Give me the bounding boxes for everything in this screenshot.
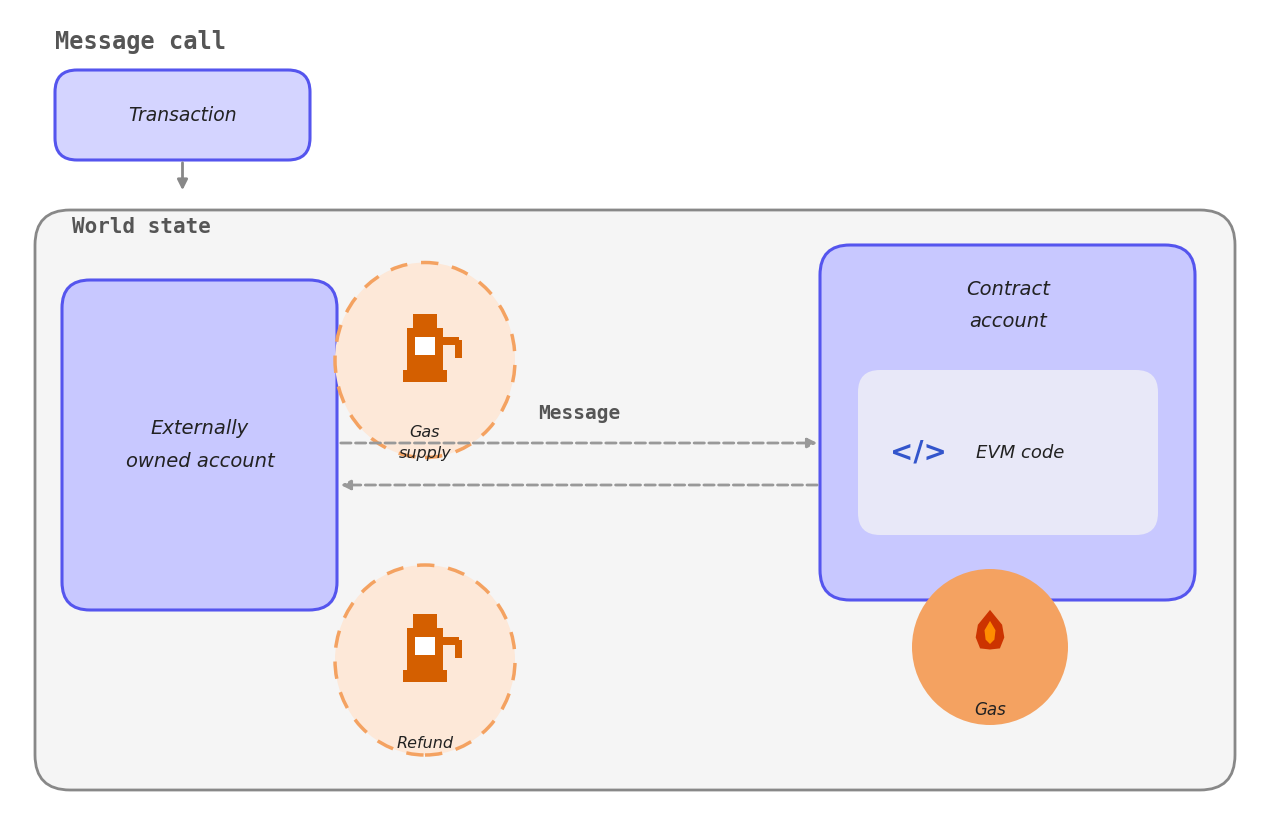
FancyBboxPatch shape <box>61 280 337 610</box>
FancyBboxPatch shape <box>415 637 435 655</box>
Text: </>: </> <box>890 438 946 466</box>
FancyBboxPatch shape <box>443 637 460 645</box>
FancyBboxPatch shape <box>403 670 447 682</box>
FancyBboxPatch shape <box>454 640 462 658</box>
Text: Transaction: Transaction <box>128 105 237 125</box>
FancyBboxPatch shape <box>35 210 1235 790</box>
Ellipse shape <box>335 565 515 755</box>
Text: Externally
owned account: Externally owned account <box>125 419 274 471</box>
Text: Contract
account: Contract account <box>966 280 1050 331</box>
Text: World state: World state <box>72 217 211 237</box>
Text: Message call: Message call <box>55 30 227 54</box>
FancyBboxPatch shape <box>403 370 447 382</box>
Polygon shape <box>975 610 1005 650</box>
FancyBboxPatch shape <box>858 370 1158 535</box>
FancyBboxPatch shape <box>407 328 443 372</box>
Text: Message: Message <box>538 404 620 423</box>
FancyBboxPatch shape <box>415 337 435 355</box>
Text: Refund: Refund <box>397 735 453 751</box>
FancyBboxPatch shape <box>820 245 1196 600</box>
Ellipse shape <box>335 262 515 457</box>
FancyBboxPatch shape <box>413 614 436 632</box>
FancyBboxPatch shape <box>413 314 436 332</box>
Polygon shape <box>984 621 996 644</box>
Circle shape <box>911 569 1068 725</box>
Text: EVM code: EVM code <box>975 443 1064 461</box>
FancyBboxPatch shape <box>443 337 460 345</box>
FancyBboxPatch shape <box>55 70 310 160</box>
Text: Gas
supply: Gas supply <box>398 425 452 461</box>
FancyBboxPatch shape <box>454 340 462 358</box>
Text: Gas: Gas <box>974 701 1006 719</box>
FancyBboxPatch shape <box>407 628 443 672</box>
